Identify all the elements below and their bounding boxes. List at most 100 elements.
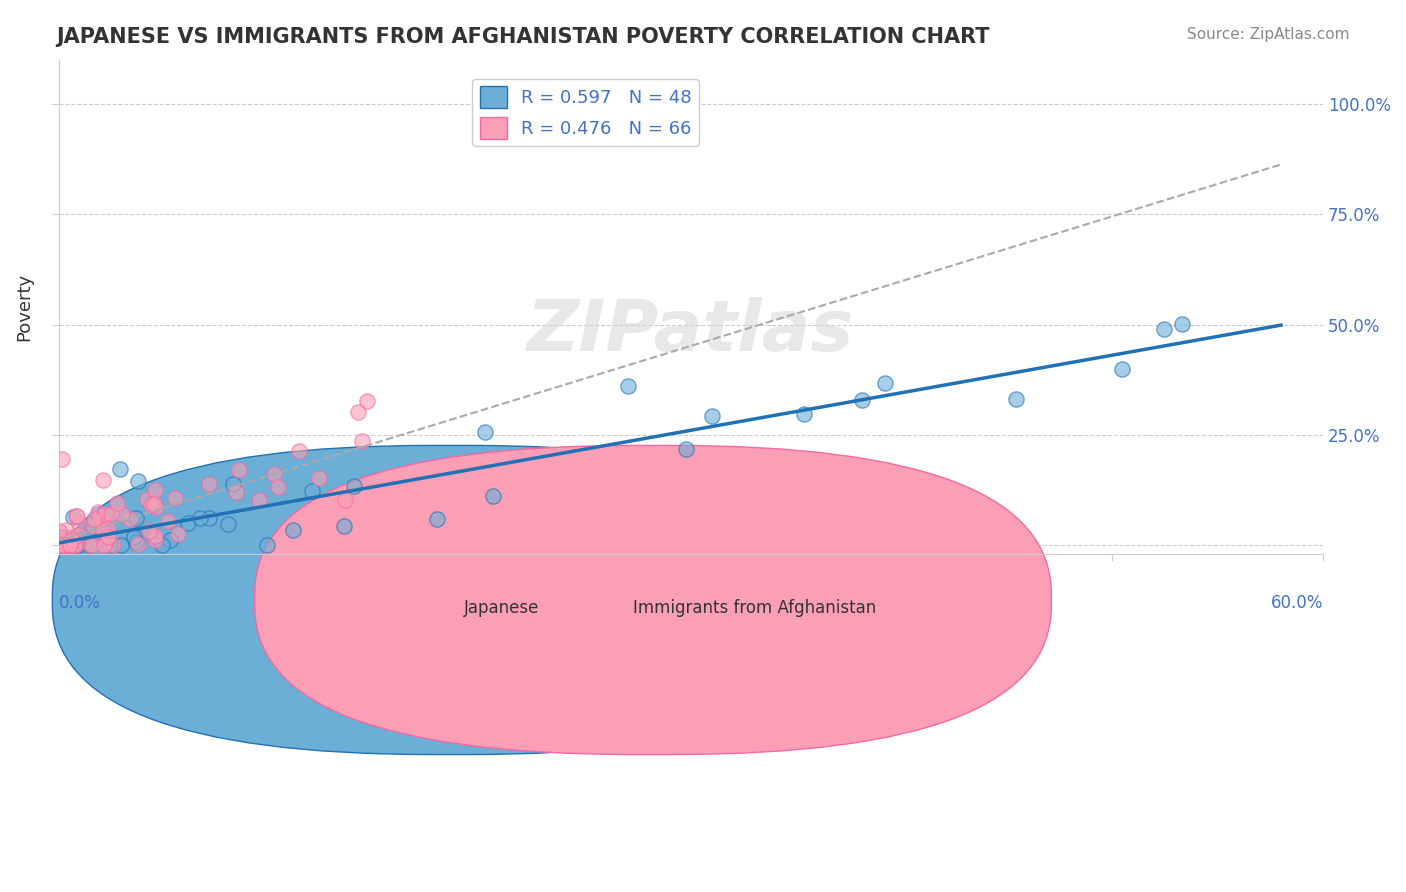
Text: Immigrants from Afghanistan: Immigrants from Afghanistan: [633, 599, 876, 616]
Immigrants from Afghanistan: [103, 538, 125, 552]
Immigrants from Afghanistan: [100, 507, 122, 521]
Japanese: [426, 512, 449, 526]
Japanese: [1153, 321, 1175, 335]
Text: 0.0%: 0.0%: [59, 594, 101, 612]
Japanese: [49, 530, 72, 544]
Immigrants from Afghanistan: [105, 496, 128, 510]
Japanese: [474, 425, 496, 440]
Immigrants from Afghanistan: [266, 480, 288, 494]
Immigrants from Afghanistan: [55, 538, 77, 552]
Immigrants from Afghanistan: [52, 536, 75, 550]
Immigrants from Afghanistan: [136, 491, 159, 506]
Japanese: [700, 409, 723, 424]
Japanese: [1170, 318, 1192, 332]
Japanese: [96, 534, 118, 549]
Immigrants from Afghanistan: [156, 514, 179, 528]
Japanese: [851, 393, 873, 408]
Japanese: [332, 518, 354, 533]
Japanese: [62, 533, 84, 548]
Japanese: [177, 516, 200, 530]
Text: JAPANESE VS IMMIGRANTS FROM AFGHANISTAN POVERTY CORRELATION CHART: JAPANESE VS IMMIGRANTS FROM AFGHANISTAN …: [56, 27, 990, 46]
Japanese: [1005, 392, 1028, 406]
Text: Japanese: Japanese: [464, 599, 538, 616]
Immigrants from Afghanistan: [138, 524, 160, 539]
Immigrants from Afghanistan: [356, 394, 378, 409]
Immigrants from Afghanistan: [143, 529, 166, 543]
Immigrants from Afghanistan: [58, 538, 80, 552]
Immigrants from Afghanistan: [197, 477, 219, 491]
Immigrants from Afghanistan: [247, 493, 270, 508]
Immigrants from Afghanistan: [65, 538, 87, 552]
Immigrants from Afghanistan: [335, 493, 357, 508]
Immigrants from Afghanistan: [352, 434, 374, 448]
Japanese: [65, 538, 87, 552]
Immigrants from Afghanistan: [66, 509, 89, 524]
Japanese: [127, 474, 149, 488]
Text: Source: ZipAtlas.com: Source: ZipAtlas.com: [1187, 27, 1350, 42]
Immigrants from Afghanistan: [66, 527, 89, 541]
Immigrants from Afghanistan: [82, 538, 104, 552]
Immigrants from Afghanistan: [93, 538, 115, 552]
Immigrants from Afghanistan: [96, 531, 118, 545]
Immigrants from Afghanistan: [59, 538, 82, 552]
Immigrants from Afghanistan: [83, 512, 105, 526]
Text: ZIPatlas: ZIPatlas: [527, 297, 855, 366]
Japanese: [76, 523, 98, 537]
Immigrants from Afghanistan: [97, 528, 120, 542]
Immigrants from Afghanistan: [60, 530, 83, 544]
Japanese: [65, 538, 87, 552]
Japanese: [87, 507, 110, 521]
Japanese: [108, 462, 131, 476]
FancyBboxPatch shape: [254, 445, 1052, 755]
Y-axis label: Poverty: Poverty: [15, 273, 32, 341]
Immigrants from Afghanistan: [287, 443, 309, 458]
Immigrants from Afghanistan: [139, 498, 162, 512]
Japanese: [793, 407, 815, 421]
Japanese: [110, 538, 132, 552]
Japanese: [221, 477, 243, 491]
Japanese: [281, 523, 304, 537]
Immigrants from Afghanistan: [91, 523, 114, 537]
Immigrants from Afghanistan: [51, 452, 73, 467]
Japanese: [124, 511, 146, 525]
Immigrants from Afghanistan: [52, 538, 75, 552]
Immigrants from Afghanistan: [48, 538, 70, 552]
Immigrants from Afghanistan: [79, 538, 101, 552]
Japanese: [125, 535, 148, 549]
Japanese: [675, 442, 697, 456]
Japanese: [1111, 362, 1133, 376]
Immigrants from Afghanistan: [93, 507, 115, 521]
Immigrants from Afghanistan: [93, 538, 115, 552]
Japanese: [256, 538, 278, 552]
Japanese: [76, 526, 98, 541]
Japanese: [62, 510, 84, 524]
Japanese: [52, 538, 75, 552]
Immigrants from Afghanistan: [163, 491, 186, 506]
Immigrants from Afghanistan: [228, 463, 250, 477]
Immigrants from Afghanistan: [97, 521, 120, 535]
Immigrants from Afghanistan: [120, 512, 142, 526]
Immigrants from Afghanistan: [59, 538, 82, 552]
Immigrants from Afghanistan: [53, 538, 76, 552]
Japanese: [60, 532, 83, 546]
Immigrants from Afghanistan: [82, 519, 104, 533]
Immigrants from Afghanistan: [52, 538, 75, 552]
Japanese: [67, 538, 90, 552]
Immigrants from Afghanistan: [52, 538, 75, 552]
Japanese: [86, 533, 108, 548]
Immigrants from Afghanistan: [143, 497, 166, 511]
Immigrants from Afghanistan: [143, 483, 166, 497]
Text: 60.0%: 60.0%: [1271, 594, 1323, 612]
Japanese: [124, 530, 146, 544]
Immigrants from Afghanistan: [87, 505, 110, 519]
Japanese: [198, 511, 221, 525]
Immigrants from Afghanistan: [90, 513, 112, 527]
Japanese: [873, 376, 896, 390]
Japanese: [343, 479, 366, 493]
Japanese: [66, 533, 89, 548]
Immigrants from Afghanistan: [145, 500, 167, 514]
Immigrants from Afghanistan: [225, 485, 247, 500]
Japanese: [77, 538, 100, 552]
Japanese: [301, 484, 323, 499]
Japanese: [617, 379, 640, 393]
